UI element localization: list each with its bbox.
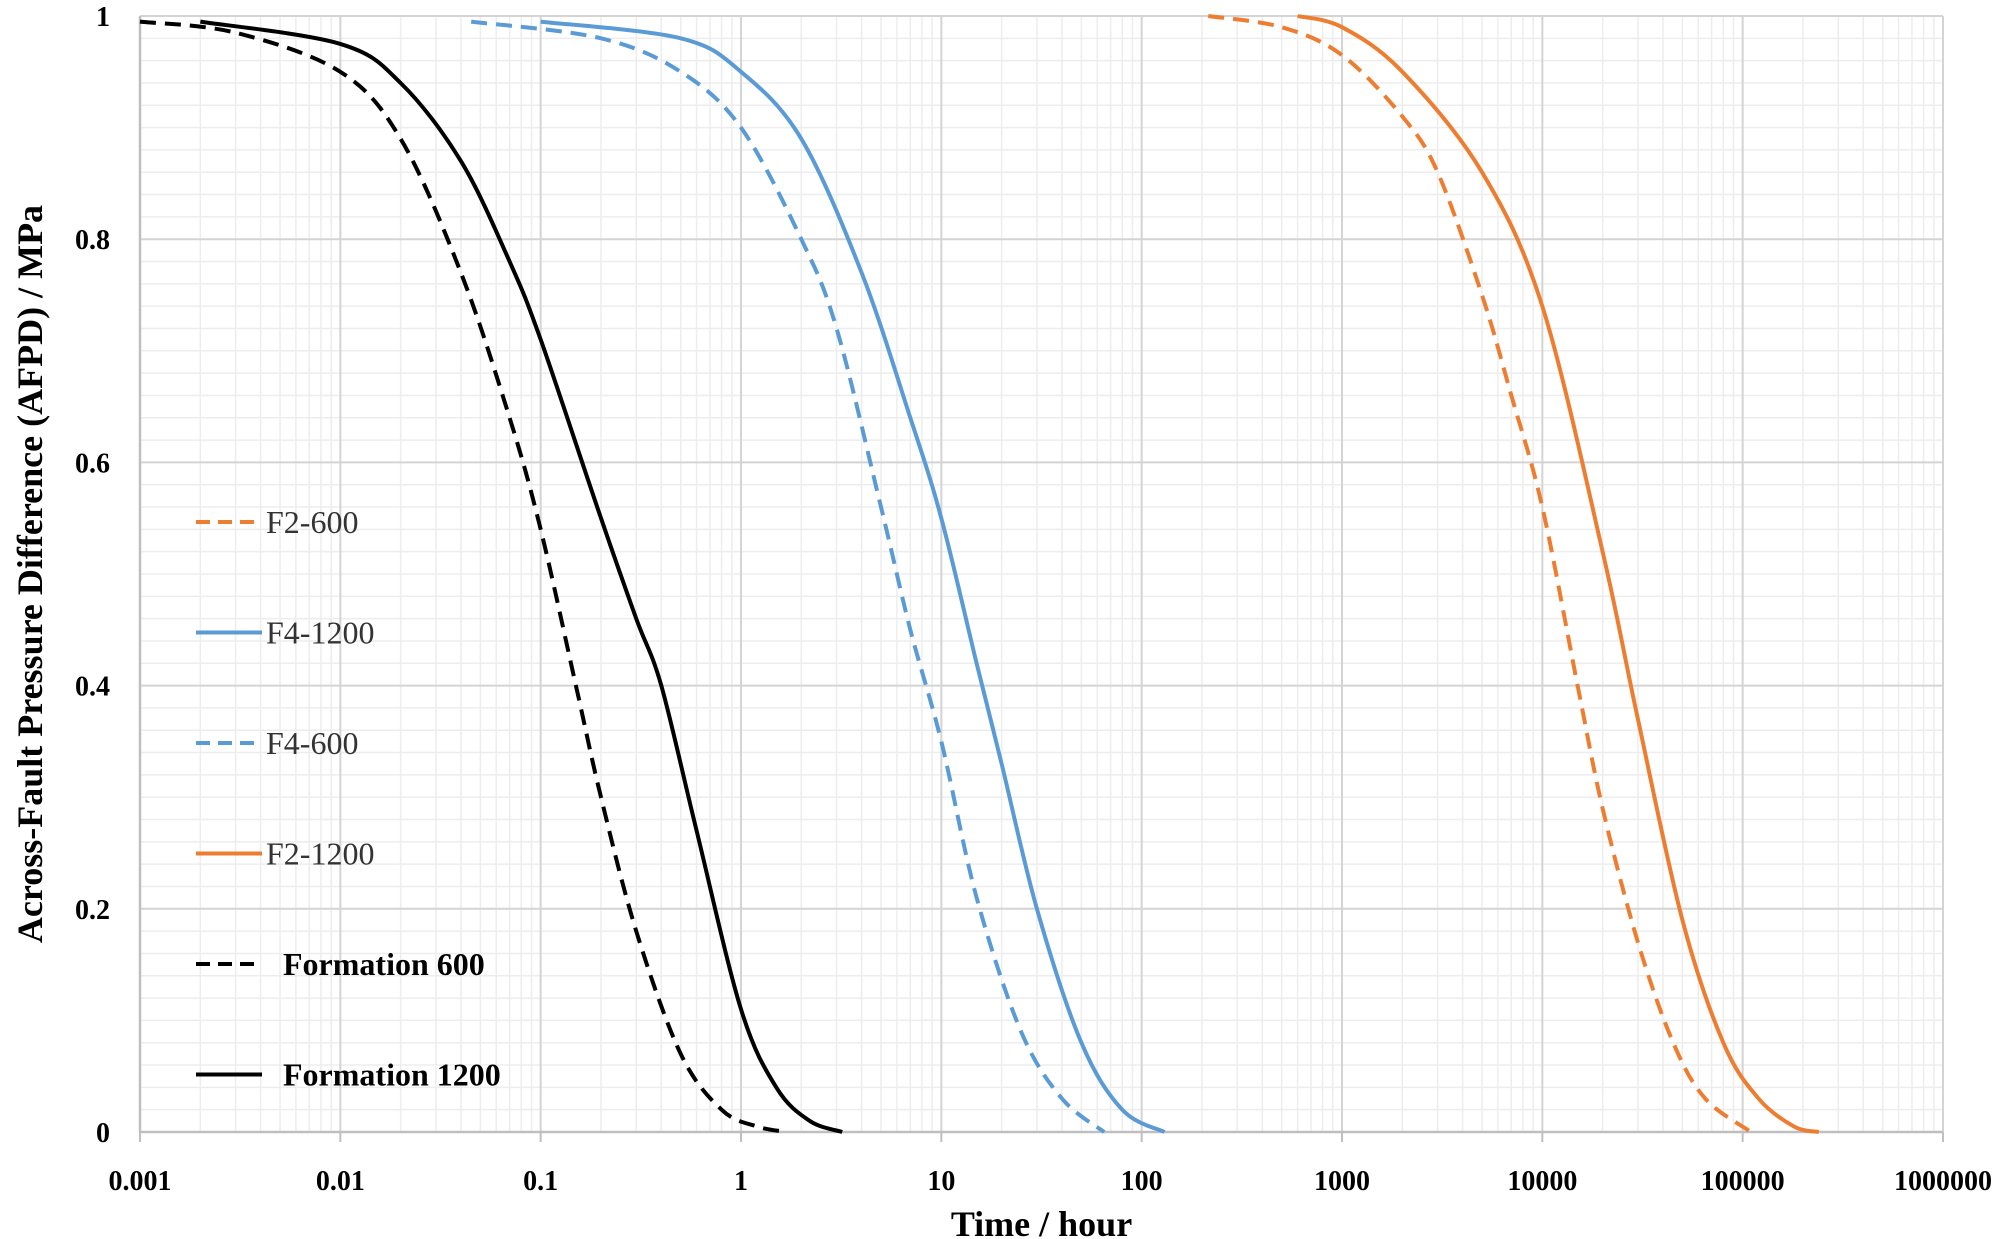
legend-label: F2-1200 <box>266 836 374 872</box>
axes: 0.001 0.01 0.1 1 10 100 1000 10000 100000 1000000… <box>75 2 1992 1197</box>
series-lines <box>139 14 1820 1134</box>
y-tick-label: 0.4 <box>75 672 110 703</box>
legend-label: Formation 1200 <box>283 1057 501 1093</box>
y-tick-label: 0.6 <box>75 448 110 479</box>
series-line-f4-600 <box>470 19 1106 1134</box>
x-tick-label: 0.1 <box>523 1166 558 1197</box>
series-line-f2-1200 <box>1297 14 1820 1134</box>
legend-label: Formation 600 <box>283 946 485 982</box>
y-tick-label: 0.8 <box>75 225 110 256</box>
x-tick-label: 10 <box>927 1166 955 1197</box>
y-tick-label: 1 <box>96 2 110 33</box>
x-tick-label: 0.01 <box>316 1166 365 1197</box>
x-tick-label: 100 <box>1121 1166 1163 1197</box>
legend-label: F4-600 <box>266 725 358 761</box>
series-line-f4-1200 <box>540 19 1166 1134</box>
x-tick-label: 1000000 <box>1894 1166 1992 1197</box>
series-line-formation-1200 <box>199 19 843 1134</box>
x-tick-label: 1 <box>734 1166 748 1197</box>
series-line-formation-600 <box>139 19 788 1134</box>
legend-label: F4-1200 <box>266 615 374 651</box>
legend-label: F2-600 <box>266 504 358 540</box>
x-tick-label: 0.001 <box>109 1166 172 1197</box>
x-tick-label: 10000 <box>1507 1166 1577 1197</box>
series-line-f2-600 <box>1207 14 1753 1134</box>
y-axis-title: Across-Fault Pressure Difference (AFPD) … <box>10 205 50 943</box>
y-tick-label: 0 <box>96 1118 110 1149</box>
x-tick-label: 1000 <box>1314 1166 1370 1197</box>
legend: F2-600 F4-1200 F4-600 F2-1200 Formation 600 F… <box>196 504 501 1093</box>
x-axis-title: Time / hour <box>951 1204 1132 1239</box>
y-tick-label: 0.2 <box>75 895 110 926</box>
x-tick-label: 100000 <box>1701 1166 1785 1197</box>
